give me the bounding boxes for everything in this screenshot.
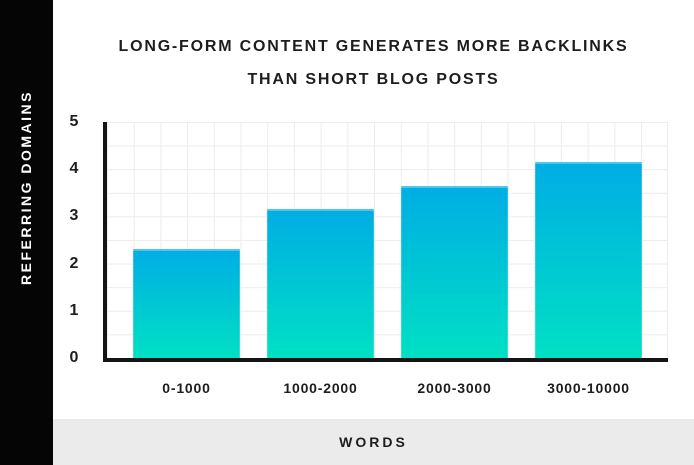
bar-1000-2000 — [267, 209, 374, 358]
x-axis-title: WORDS — [339, 434, 408, 450]
x-tick-2000-3000: 2000-3000 — [417, 380, 492, 396]
y-tick-3: 3 — [69, 207, 79, 225]
x-tick-3000-10000: 3000-10000 — [547, 380, 630, 396]
y-tick-2: 2 — [69, 254, 79, 272]
y-tick-1: 1 — [69, 301, 79, 319]
bars — [107, 122, 668, 358]
bar-2000-3000 — [401, 185, 508, 358]
y-axis-band: REFERRING DOMAINS — [0, 0, 53, 465]
plot-area — [103, 122, 668, 362]
x-axis-ticks: 0-1000 1000-2000 2000-3000 3000-10000 — [107, 380, 668, 396]
y-tick-5: 5 — [69, 113, 79, 130]
x-tick-1000-2000: 1000-2000 — [283, 380, 358, 396]
y-axis-ticks: 0 1 2 3 4 5 — [53, 113, 95, 366]
y-tick-4: 4 — [69, 160, 79, 178]
y-axis-title: REFERRING DOMAINS — [17, 90, 34, 285]
x-axis-band: WORDS — [53, 419, 694, 465]
chart-title-line1: LONG-FORM CONTENT GENERATES MORE BACKLIN… — [118, 38, 629, 55]
bar-0-1000 — [133, 249, 240, 358]
x-tick-0-1000: 0-1000 — [162, 380, 211, 396]
y-tick-0: 0 — [69, 349, 79, 366]
chart-title: LONG-FORM CONTENT GENERATES MORE BACKLIN… — [53, 30, 694, 96]
bar-3000-10000 — [535, 162, 642, 358]
chart-title-line2: THAN SHORT BLOG POSTS — [247, 71, 500, 88]
